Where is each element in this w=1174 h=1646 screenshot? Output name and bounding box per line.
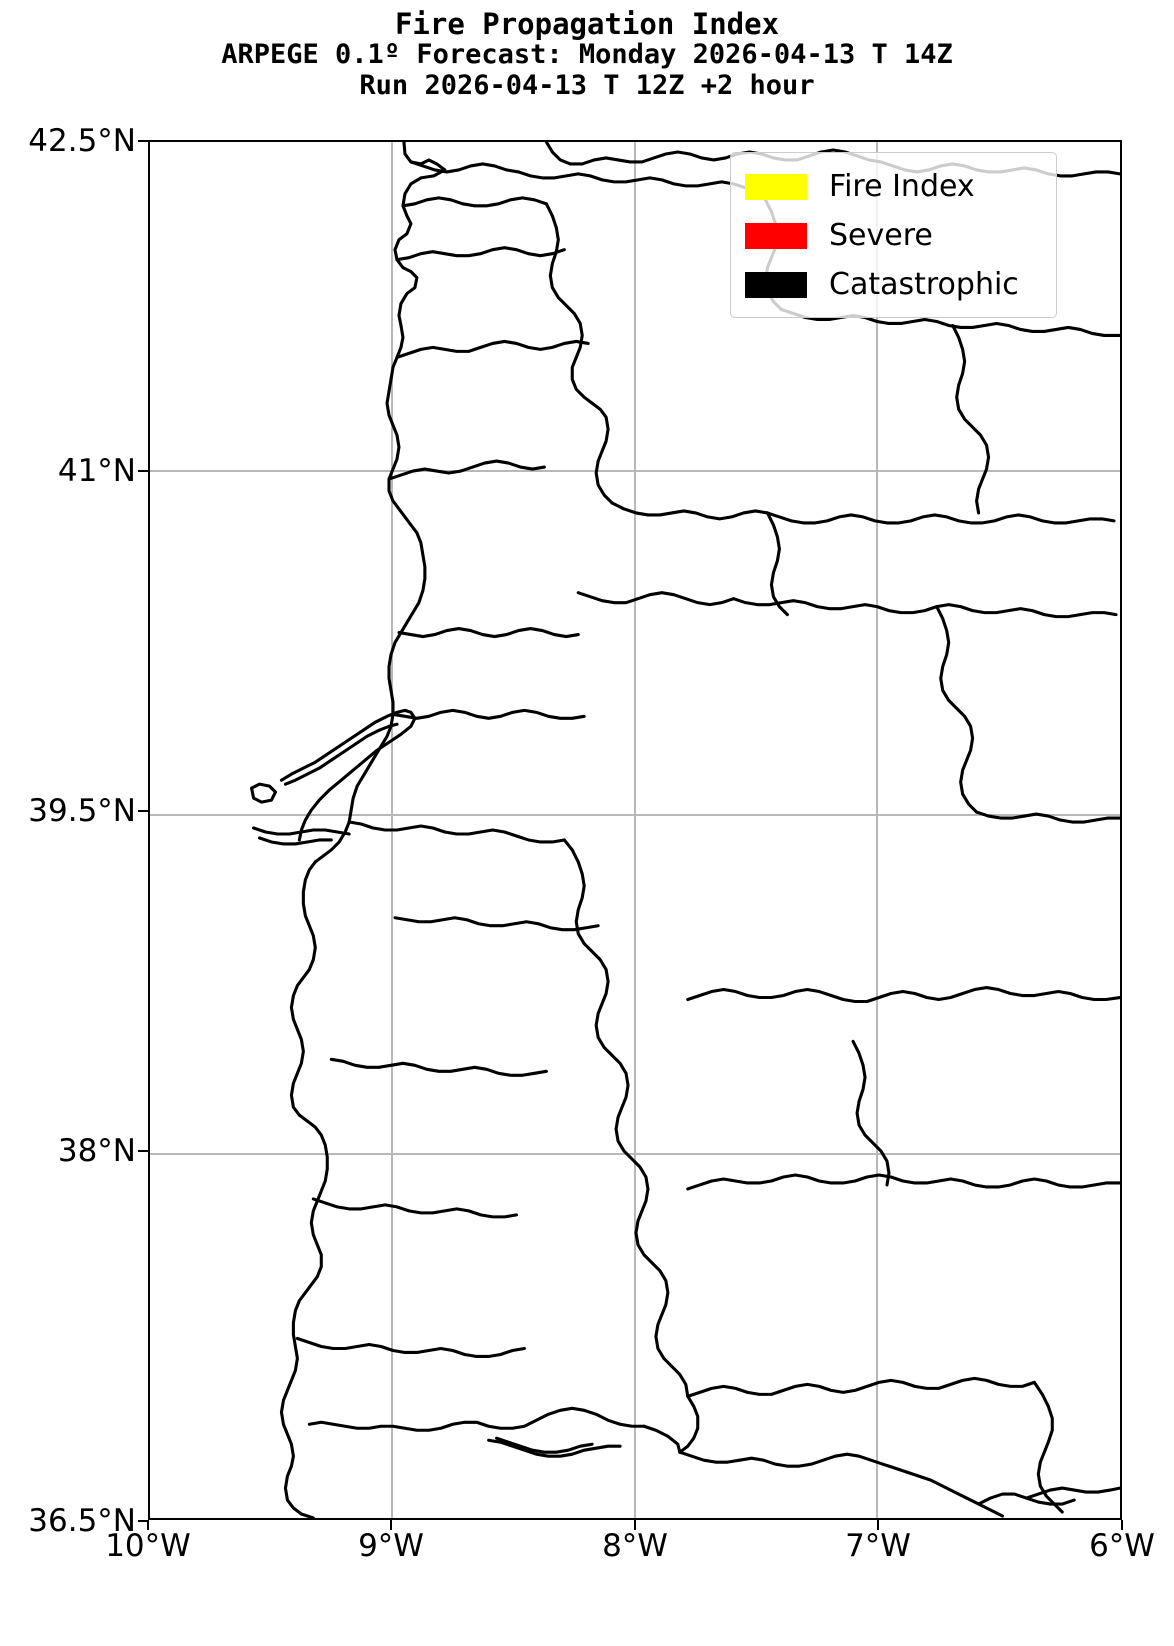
legend-item-severe: Severe (745, 211, 1046, 260)
legend-label-severe: Severe (829, 218, 933, 253)
boundary-leon-asturias (779, 307, 1120, 337)
coastline-algarve (307, 1406, 646, 1432)
figure-title: Fire Propagation Index (394, 7, 780, 41)
boundary-caceres-mid (686, 985, 1120, 1004)
ytick-mark-36_5N (138, 1520, 148, 1522)
border-portugal-spain-mid (576, 591, 736, 607)
legend-swatch-catastrophic (745, 271, 807, 298)
xtick-mark-9W (390, 1520, 392, 1530)
xtick-mark-10W (147, 1520, 149, 1530)
border-portugal-spain-south (562, 838, 690, 1398)
estuary-tagus-inner (283, 722, 399, 786)
ytick-label-39_5N: 39.5°N (28, 793, 136, 829)
ytick-mark-42_5N (138, 140, 148, 142)
coastline-galicia-north (544, 142, 883, 166)
map-svg (150, 142, 1120, 1518)
ytick-label-36_5N: 36.5°N (28, 1503, 136, 1539)
estuary-sado (252, 826, 351, 836)
estuary-sado-inner (258, 836, 333, 846)
boundary-north-inland (544, 202, 614, 505)
coastline-algarve-south (299, 1512, 315, 1518)
legend-item-catastrophic: Catastrophic (745, 260, 1046, 309)
xtick-label-9W: 9°W (358, 1528, 424, 1564)
coastline-gulf-cadiz (678, 1450, 1005, 1518)
ytick-mark-39_5N (138, 810, 148, 812)
coastline-ria-formosa-inner (495, 1436, 594, 1454)
coastline-guadiana-mouth (642, 1424, 682, 1454)
map-boundaries (250, 142, 1120, 1518)
xtick-mark-6W (1121, 1520, 1123, 1530)
legend-label-fire-index: Fire Index (829, 169, 975, 204)
figure-subtitle-forecast: ARPEGE 0.1º Forecast: Monday 2026-04-13 … (221, 39, 953, 71)
map-legend: Fire Index Severe Catastrophic (730, 152, 1057, 318)
boundary-braga-porto (395, 246, 566, 262)
boundary-huelva-sevilla (1032, 1380, 1064, 1514)
legend-item-fire-index: Fire Index (745, 162, 1046, 211)
xtick-label-8W: 8°W (602, 1528, 668, 1564)
boundary-badajoz-east (851, 1039, 891, 1187)
xtick-label-7W: 7°W (845, 1528, 911, 1564)
boundary-beira-baixa (391, 708, 586, 720)
ytick-label-41N: 41°N (57, 453, 136, 489)
boundary-minho-north (401, 196, 548, 208)
boundary-salamanca-avila (935, 605, 979, 814)
boundary-zamora (765, 511, 1116, 525)
ytick-mark-38N (138, 1150, 148, 1152)
xtick-label-6W: 6°W (1089, 1528, 1155, 1564)
legend-swatch-severe (745, 222, 807, 249)
boundary-viana-braga (409, 160, 521, 174)
boundary-salamanca-north (732, 597, 1118, 619)
boundary-leon-zamora-vertical (765, 511, 789, 617)
boundary-alto-alentejo (393, 916, 600, 932)
lagoon-small (250, 782, 278, 804)
map-plot-area[interactable] (148, 140, 1122, 1520)
coastline-ria-formosa (487, 1438, 622, 1458)
boundary-baixo-alentejo (311, 1197, 519, 1219)
ytick-mark-41N (138, 470, 148, 472)
border-portugal-spain-north (610, 501, 769, 521)
boundary-huelva (686, 1376, 1036, 1398)
xtick-mark-7W (877, 1520, 879, 1530)
legend-swatch-fire-index (745, 173, 807, 200)
boundary-aveiro-coimbra (387, 459, 546, 481)
border-guadiana (678, 1394, 700, 1454)
coastline-portugal-west (279, 142, 447, 1516)
coastline-doñana (1024, 1486, 1120, 1500)
ytick-label-42_5N: 42.5°N (28, 123, 136, 159)
boundary-algarve-alentejo (295, 1336, 526, 1359)
boundary-galicia (516, 170, 760, 192)
boundary-caceres-badajoz (686, 1173, 1120, 1191)
boundary-leon-vertical (951, 323, 991, 515)
xtick-label-10W: 10°W (105, 1528, 191, 1564)
figure-subtitle-run: Run 2026-04-13 T 12Z +2 hour (359, 69, 815, 101)
boundary-alentejo-central (329, 1057, 548, 1077)
legend-label-catastrophic: Catastrophic (829, 267, 1019, 302)
boundary-beira-litoral (397, 627, 580, 639)
boundary-caceres-north (975, 810, 1120, 824)
xtick-mark-8W (634, 1520, 636, 1530)
boundary-porto-aveiro (395, 339, 590, 359)
boundary-ribatejo (347, 820, 566, 844)
figure-title-block: Fire Propagation Index ARPEGE 0.1º Forec… (0, 8, 1174, 101)
ytick-label-38N: 38°N (57, 1133, 136, 1169)
